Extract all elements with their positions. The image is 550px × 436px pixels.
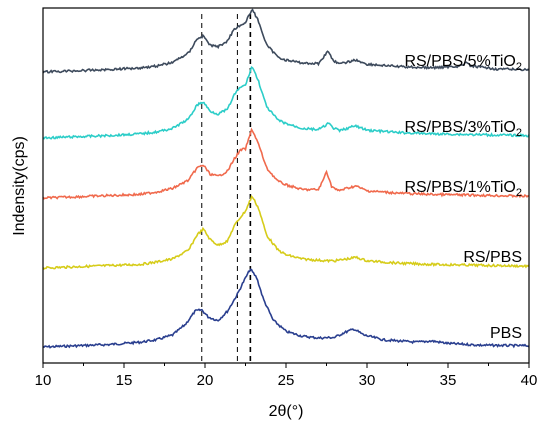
x-tick-label: 20	[197, 372, 214, 389]
y-axis-label: Indensity(cps)	[11, 136, 28, 236]
series-layer	[42, 8, 530, 349]
x-tick-label: 25	[278, 372, 295, 389]
series-labels: PBS RS/PBS RS/PBS/1%TiO2 RS/PBS/3%TiO2 RS/PB…	[404, 53, 522, 342]
series-line	[42, 268, 530, 349]
series-label: RS/PBS/1%TiO2	[404, 179, 522, 199]
x-tick-label: 10	[35, 372, 52, 389]
series-line	[42, 8, 530, 74]
series-label: RS/PBS/5%TiO2	[404, 53, 522, 73]
x-axis-label: 2θ(°)	[269, 403, 304, 420]
series-label: RS/PBS/3%TiO2	[404, 119, 522, 139]
series-line	[42, 194, 530, 270]
x-tick-label: 30	[359, 372, 376, 389]
series-label: PBS	[490, 325, 522, 342]
series-line	[42, 127, 530, 200]
x-tick-label: 15	[116, 372, 133, 389]
series-label: RS/PBS	[463, 249, 522, 266]
x-tick-label: 35	[440, 372, 457, 389]
x-axis-ticks: 10 15 20 25 30 35 40	[35, 363, 538, 389]
x-tick-label: 40	[521, 372, 538, 389]
series-line	[42, 66, 530, 140]
